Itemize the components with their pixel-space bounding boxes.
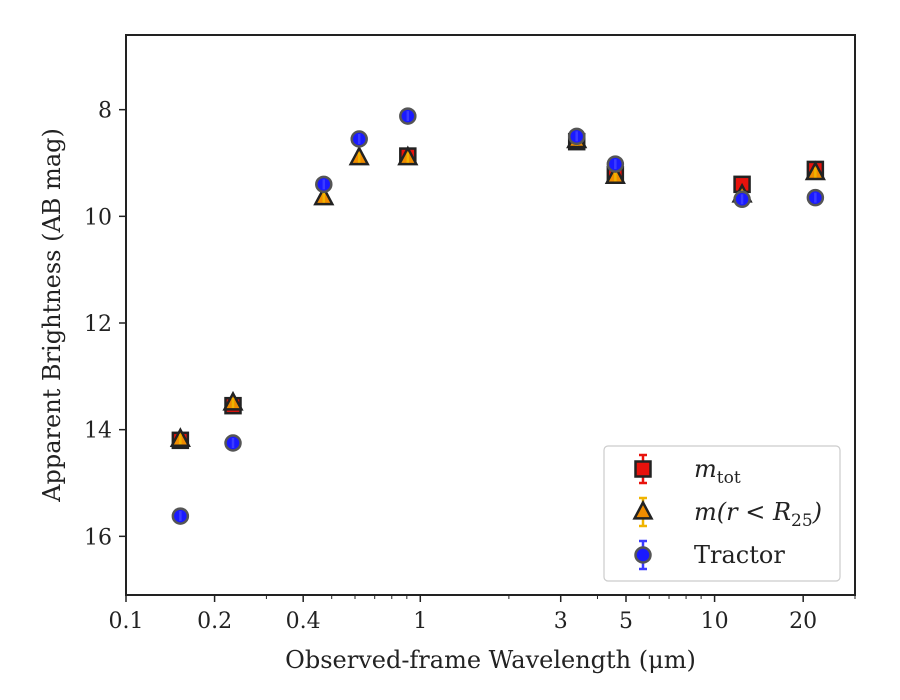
legend-label: mtot (694, 455, 741, 488)
x-tick-label: 0.4 (286, 609, 321, 634)
data-point-triangle (632, 499, 654, 520)
y-tick-label: 12 (84, 312, 112, 337)
data-marks (169, 107, 826, 525)
series-square (171, 132, 825, 450)
x-tick-label: 3 (554, 609, 568, 634)
y-tick-label: 16 (84, 525, 112, 550)
x-tick-label: 0.1 (109, 609, 144, 634)
data-point-square (634, 460, 652, 478)
x-tick-label: 5 (619, 609, 633, 634)
data-point-circle (634, 546, 652, 564)
series-triangle (169, 128, 826, 447)
legend-box (603, 445, 841, 582)
x-tick-label: 20 (789, 609, 817, 634)
legend-item: m(r < R25) (632, 496, 822, 531)
legend-item: Tractor (634, 539, 785, 571)
legend-item: mtot (634, 453, 741, 488)
x-axis-label: Observed-frame Wavelength (μm) (285, 646, 696, 674)
plot-frame (125, 34, 856, 596)
legend-label: m(r < R25) (694, 498, 822, 531)
x-tick-label: 10 (701, 609, 729, 634)
y-axis: 8 10 12 14 16 (84, 99, 126, 550)
legend: mtot m(r < R25) Tractor (603, 445, 841, 582)
series-circle (171, 107, 825, 525)
y-axis-label: Apparent Brightness (AB mag) (38, 128, 66, 503)
y-tick-label: 10 (84, 205, 112, 230)
y-tick-label: 8 (98, 99, 112, 124)
legend-label: Tractor (694, 541, 785, 569)
x-tick-label: 1 (413, 609, 427, 634)
x-tick-label: 0.2 (197, 609, 232, 634)
x-axis: 0.1 0.2 0.4 1 3 5 10 20 (109, 595, 856, 634)
y-tick-label: 14 (84, 419, 112, 444)
